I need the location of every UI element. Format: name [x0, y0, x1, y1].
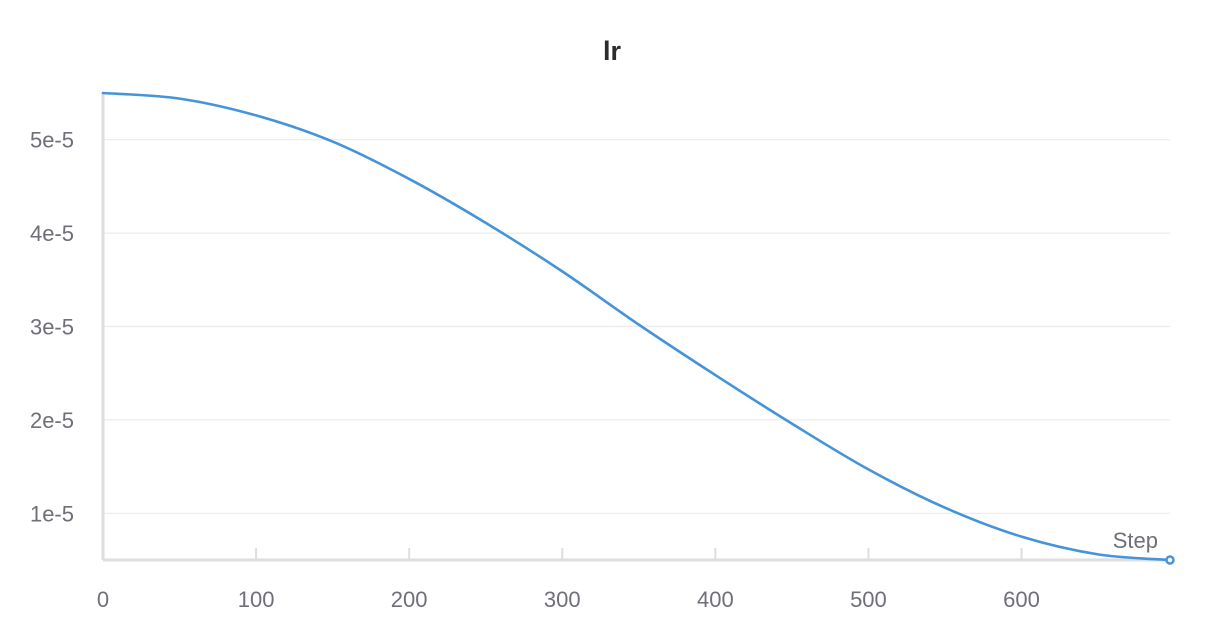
x-axis-label: Step — [1113, 528, 1158, 553]
axes — [101, 93, 1170, 562]
y-tick-label-3: 4e-5 — [30, 221, 74, 246]
labels: 1e-5 2e-5 3e-5 4e-5 5e-5 0 100 200 300 400 500 600 — [30, 128, 1040, 612]
x-tick-label-2: 200 — [391, 587, 428, 612]
x-tick-label-4: 400 — [697, 587, 734, 612]
series-line-0[interactable] — [101, 91, 1172, 562]
y-tick-label-2: 3e-5 — [30, 315, 74, 340]
series-end-point-0[interactable] — [1165, 555, 1175, 565]
y-tick-label-0: 1e-5 — [30, 501, 74, 526]
x-tick-label-1: 100 — [238, 587, 275, 612]
y-tick-label-1: 2e-5 — [30, 408, 74, 433]
y-tick-label-4: 5e-5 — [30, 128, 74, 153]
x-tick-label-5: 500 — [850, 587, 887, 612]
x-tick-label-0: 0 — [97, 587, 109, 612]
x-tick-label-6: 600 — [1003, 587, 1040, 612]
chart-title: lr — [603, 36, 622, 66]
series-layer — [101, 91, 1175, 565]
x-tick-label-3: 300 — [544, 587, 581, 612]
grid — [103, 139, 1170, 514]
